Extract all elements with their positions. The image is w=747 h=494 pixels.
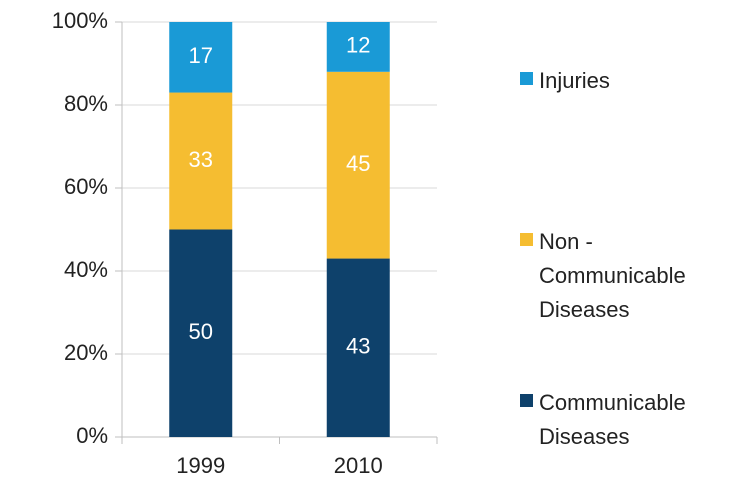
legend-label: Communicable Diseases <box>539 390 686 449</box>
x-tick-label: 2010 <box>334 453 383 478</box>
legend-label: Injuries <box>539 68 610 93</box>
data-label: 12 <box>346 33 370 58</box>
y-tick-label: 100% <box>52 8 108 33</box>
data-label: 43 <box>346 334 370 359</box>
legend-item: Injuries <box>520 64 689 98</box>
bar-segment <box>326 258 390 437</box>
legend-swatch <box>520 233 533 246</box>
bar-segment <box>169 22 233 93</box>
data-label: 45 <box>346 151 370 176</box>
x-tick-label: 1999 <box>176 453 225 478</box>
legend-swatch <box>520 72 533 85</box>
y-tick-label: 0% <box>76 423 108 448</box>
legend-item: Non - Communicable Diseases <box>520 225 689 327</box>
data-label: 50 <box>189 319 213 344</box>
bar-segment <box>169 229 233 437</box>
bar-segment <box>169 92 233 230</box>
y-tick-label: 20% <box>64 340 108 365</box>
legend-item: Communicable Diseases <box>520 386 689 454</box>
legend-label: Non - Communicable Diseases <box>539 229 686 322</box>
y-tick-label: 80% <box>64 91 108 116</box>
y-tick-label: 60% <box>64 174 108 199</box>
legend-swatch <box>520 394 533 407</box>
data-label: 17 <box>189 43 213 68</box>
y-tick-label: 40% <box>64 257 108 282</box>
data-label: 33 <box>189 147 213 172</box>
bar-segment <box>326 22 390 72</box>
bar-segment <box>326 71 390 259</box>
